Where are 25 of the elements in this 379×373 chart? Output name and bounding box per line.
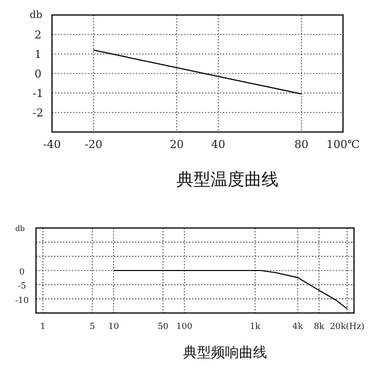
x-tick-label: 5	[90, 322, 96, 332]
y-tick-label: 0	[34, 68, 42, 80]
y-tick-label: -10	[15, 296, 29, 306]
text: 典型频响曲线	[183, 345, 267, 361]
y-tick-label: 2	[34, 28, 42, 42]
x-tick-label: 10	[108, 322, 120, 332]
x-tick-label: 20	[170, 138, 184, 151]
x-tick-label: 4k	[292, 322, 304, 332]
x-tick-label: 100	[176, 322, 192, 332]
x-tick-label: 80	[294, 138, 308, 151]
x-tick-label: 20k(Hz)	[330, 322, 364, 332]
x-tick-label: 8k	[314, 322, 326, 332]
y-tick-label: 0	[19, 268, 25, 278]
x-tick-label: 100℃	[326, 138, 360, 151]
y-tick-label: -1	[32, 87, 44, 100]
text: 典型温度曲线	[176, 170, 278, 190]
y-tick-label: 1	[34, 48, 42, 61]
y-tick-label: -5	[18, 282, 26, 292]
x-tick-label: 50	[158, 322, 168, 332]
x-tick-label: 40	[211, 138, 226, 151]
y-tick-label: -2	[32, 106, 44, 120]
x-tick-label: 1k	[250, 322, 262, 332]
x-tick-label: -20	[84, 138, 102, 151]
x-tick-label: -40	[43, 138, 61, 151]
y-axis-title: db	[30, 10, 42, 21]
